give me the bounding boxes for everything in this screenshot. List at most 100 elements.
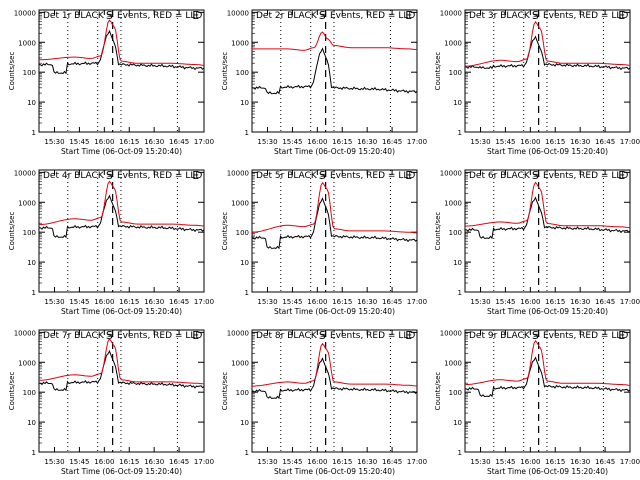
x-tick-label: 16:00: [94, 458, 114, 466]
x-axis-label: Start Time (06-Oct-09 15:20:40): [487, 307, 608, 316]
x-tick-label: 17:00: [620, 298, 640, 306]
y-tick-label: 10000: [14, 9, 36, 17]
y-tick-label: 10: [240, 259, 249, 267]
x-axis-label: Start Time (06-Oct-09 15:20:40): [274, 147, 395, 156]
y-axis-label: Counts/sec: [8, 212, 16, 251]
plot-frame: [251, 169, 418, 293]
y-tick-label: 1000: [444, 199, 462, 207]
x-tick-label: 16:15: [332, 298, 352, 306]
x-tick-label: 15:30: [470, 298, 490, 306]
y-tick-label: 1: [245, 129, 249, 137]
red-series-line: [39, 19, 204, 66]
black-series-line: [251, 357, 418, 400]
x-tick-label: 16:45: [169, 458, 189, 466]
x-tick-label: 15:45: [69, 138, 89, 146]
x-tick-label: 16:45: [169, 298, 189, 306]
marker-s: S: [106, 169, 113, 182]
plot-frame: [251, 9, 418, 133]
y-tick-label: 1: [32, 129, 36, 137]
x-tick-label: 16:30: [357, 138, 377, 146]
marker-s: S: [106, 9, 113, 22]
detector-panel: Det 4r BLACK = Events, RED = LLD 1 10 100 10…: [8, 169, 214, 316]
x-tick-label: 16:00: [94, 298, 114, 306]
x-tick-label: 15:30: [44, 458, 64, 466]
x-tick-label: 16:30: [570, 138, 590, 146]
black-series-line: [251, 47, 418, 95]
x-axis-label: Start Time (06-Oct-09 15:20:40): [61, 307, 182, 316]
plot-frame: [464, 9, 631, 133]
x-tick-label: 16:45: [595, 138, 615, 146]
red-series-line: [465, 340, 630, 386]
x-tick-label: 16:00: [94, 138, 114, 146]
y-tick-label: 100: [449, 69, 462, 77]
x-tick-label: 16:30: [144, 138, 164, 146]
black-series-line: [38, 194, 205, 239]
x-tick-label: 15:45: [282, 298, 302, 306]
x-tick-label: 15:30: [44, 298, 64, 306]
y-tick-label: 1: [32, 289, 36, 297]
x-tick-label: 17:00: [194, 138, 214, 146]
x-tick-label: 16:45: [382, 298, 402, 306]
panel-title: Det 4r BLACK = Events, RED = LLD: [43, 171, 202, 181]
y-tick-label: 10000: [14, 329, 36, 337]
y-tick-label: 10000: [14, 169, 36, 177]
red-series-line: [252, 342, 418, 387]
x-tick-label: 15:45: [282, 138, 302, 146]
red-series-line: [39, 180, 205, 227]
panel-title: Det 9r BLACK = Events, RED = LLD: [469, 331, 628, 341]
marker-s: S: [319, 329, 326, 342]
y-axis-label: Counts/sec: [221, 212, 229, 251]
marker-e: E: [618, 9, 625, 22]
x-tick-label: 15:45: [69, 458, 89, 466]
marker-s: S: [106, 329, 113, 342]
marker-e: E: [405, 329, 412, 342]
y-tick-label: 1000: [444, 39, 462, 47]
detector-panel: Det 3r BLACK = Events, RED = LLD 1 10 100 10…: [434, 9, 640, 156]
y-tick-label: 10000: [440, 169, 462, 177]
y-axis-label: Counts/sec: [221, 372, 229, 411]
y-tick-label: 10000: [440, 329, 462, 337]
plot-frame: [464, 329, 631, 453]
y-tick-label: 1000: [18, 39, 36, 47]
x-tick-label: 16:15: [119, 298, 139, 306]
black-series-line: [464, 356, 631, 398]
detector-panel: Det 5r BLACK = Events, RED = LLD 1 10 100 10…: [221, 169, 427, 316]
detector-panel: Det 6r BLACK = Events, RED = LLD 1 10 100 10…: [434, 169, 640, 316]
y-tick-label: 1000: [231, 359, 249, 367]
x-tick-label: 15:30: [257, 138, 277, 146]
y-tick-label: 1000: [231, 199, 249, 207]
x-tick-label: 15:45: [495, 298, 515, 306]
y-tick-label: 10000: [440, 9, 462, 17]
x-tick-label: 16:00: [307, 458, 327, 466]
marker-s: S: [319, 9, 326, 22]
x-tick-label: 16:15: [545, 298, 565, 306]
y-tick-label: 100: [23, 229, 36, 237]
black-series-line: [38, 29, 205, 75]
red-series-line: [465, 181, 631, 229]
y-tick-label: 1: [458, 129, 462, 137]
x-tick-label: 16:00: [520, 458, 540, 466]
y-tick-label: 10: [453, 419, 462, 427]
plot-frame: [38, 169, 205, 293]
x-tick-label: 17:00: [407, 138, 427, 146]
marker-e: E: [405, 169, 412, 182]
y-axis-label: Counts/sec: [434, 372, 442, 411]
y-tick-label: 1000: [444, 359, 462, 367]
x-tick-label: 15:30: [257, 458, 277, 466]
x-tick-label: 16:15: [119, 138, 139, 146]
marker-e: E: [192, 329, 199, 342]
y-tick-label: 1000: [18, 199, 36, 207]
detector-panel: Det 7r BLACK = Events, RED = LLD 1 10 100 10…: [8, 329, 214, 476]
red-series-line: [39, 338, 204, 385]
panel-title: Det 5r BLACK = Events, RED = LLD: [256, 171, 415, 181]
x-tick-label: 15:45: [69, 298, 89, 306]
x-axis-label: Start Time (06-Oct-09 15:20:40): [487, 467, 608, 476]
x-tick-label: 16:30: [144, 298, 164, 306]
y-axis-label: Counts/sec: [434, 212, 442, 251]
marker-e: E: [192, 169, 199, 182]
y-tick-label: 1: [32, 449, 36, 457]
marker-e: E: [405, 9, 412, 22]
y-axis-label: Counts/sec: [221, 52, 229, 91]
y-tick-label: 100: [23, 69, 36, 77]
